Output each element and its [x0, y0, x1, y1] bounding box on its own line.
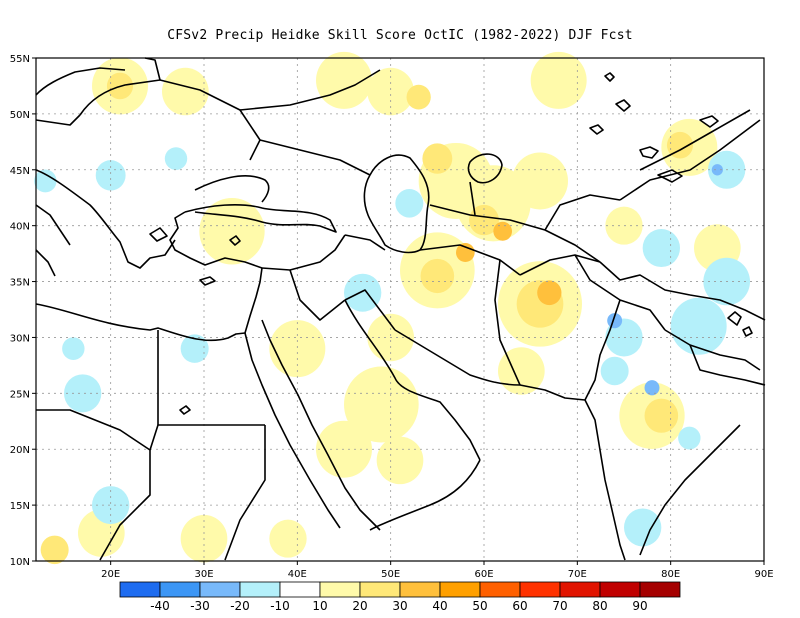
- skill-patch-39: [395, 189, 424, 218]
- colorbar-swatch: [119, 581, 161, 598]
- skill-patch-43: [642, 229, 680, 268]
- lon-tick-label: 20E: [101, 569, 120, 580]
- skill-patch-17: [420, 258, 455, 294]
- map-title: CFSv2 Precip Heidke Skill Score OctIC (1…: [167, 28, 633, 43]
- skill-patch-36: [95, 160, 126, 191]
- colorbar-label: -20: [230, 599, 250, 613]
- skill-patch-49: [92, 486, 130, 525]
- skill-patch-45: [600, 356, 629, 386]
- skill-patch-2: [162, 67, 209, 116]
- colorbar-swatch: [199, 581, 241, 598]
- lat-tick-label: 30N: [10, 333, 30, 344]
- skill-patch-4: [367, 67, 414, 116]
- skill-patch-37: [164, 147, 188, 171]
- lat-tick-label: 25N: [10, 389, 30, 400]
- skill-patch-29: [40, 535, 69, 565]
- skill-patch-32: [269, 320, 326, 378]
- skill-patch-15: [199, 198, 265, 265]
- colorbar-swatch: [319, 581, 361, 598]
- skill-patch-31: [269, 519, 307, 558]
- skill-patch-8: [666, 131, 694, 159]
- lon-tick-label: 80E: [661, 569, 680, 580]
- colorbar-label: -10: [270, 599, 290, 613]
- lon-tick-label: 60E: [474, 569, 493, 580]
- skill-patch-14: [512, 152, 568, 210]
- skill-patch-40: [344, 273, 382, 312]
- colorbar-label: 10: [312, 599, 327, 613]
- colorbar-label: -30: [190, 599, 210, 613]
- skill-patch-53: [607, 313, 623, 329]
- skill-patch-27: [644, 398, 679, 433]
- colorbar-label: 50: [472, 599, 487, 613]
- skill-patch-13: [493, 221, 512, 241]
- lon-tick-label: 50E: [381, 569, 400, 580]
- skill-patch-41: [670, 297, 727, 355]
- skill-patch-18: [456, 242, 475, 262]
- lat-tick-label: 50N: [10, 110, 30, 121]
- skill-patch-38: [34, 169, 57, 193]
- colorbar-swatch: [639, 581, 681, 598]
- colorbar-swatch: [279, 581, 321, 598]
- colorbar-label: -40: [150, 599, 170, 613]
- skill-patch-47: [62, 337, 85, 361]
- colorbar-label: 30: [392, 599, 407, 613]
- skill-patch-50: [624, 508, 662, 547]
- colorbar-swatch: [359, 581, 401, 598]
- skill-patch-5: [406, 84, 431, 110]
- gridlines: [36, 58, 764, 561]
- lon-tick-label: 30E: [194, 569, 213, 580]
- colorbar-swatch: [439, 581, 481, 598]
- colorbar-swatch: [239, 581, 281, 598]
- colorbar-swatch: [599, 581, 641, 598]
- skill-patch-55: [711, 164, 723, 176]
- skill-patch-22: [497, 347, 545, 395]
- lat-tick-label: 55N: [10, 54, 30, 65]
- skill-patch-6: [530, 51, 587, 109]
- lat-tick-label: 40N: [10, 222, 30, 233]
- skill-patch-11: [422, 143, 453, 174]
- axis-labels: 20E 30E 40E 50E 60E 70E 80E 90E 10N 15N 20N 25N 30N 3…: [10, 54, 774, 580]
- skill-patch-48: [180, 334, 209, 363]
- skill-patch-25: [376, 436, 424, 485]
- skill-patch-54: [644, 380, 660, 396]
- colorbar-swatch: [399, 581, 441, 598]
- colorbar-label: 80: [592, 599, 607, 613]
- skill-patch-46: [64, 374, 102, 413]
- lat-tick-label: 15N: [10, 501, 30, 512]
- coastlines-and-borders: [35, 57, 766, 561]
- colorbar-swatch: [159, 581, 201, 598]
- lon-tick-label: 70E: [568, 569, 587, 580]
- colorbar-swatch: [519, 581, 561, 598]
- skill-patch-51: [678, 426, 701, 450]
- lat-tick-label: 10N: [10, 557, 30, 568]
- lat-tick-label: 35N: [10, 278, 30, 289]
- plot-frame: [35, 57, 765, 562]
- colorbar-label: 40: [432, 599, 447, 613]
- lon-tick-label: 40E: [288, 569, 307, 580]
- colorbar: -40 -30 -20 -10 10 20 30 40 50 60 70 80 90: [119, 581, 681, 613]
- colorbar-label: 90: [632, 599, 647, 613]
- lat-tick-label: 45N: [10, 166, 30, 177]
- colorbar-swatch: [479, 581, 521, 598]
- lat-tick-label: 20N: [10, 445, 30, 456]
- colorbar-label: 20: [352, 599, 367, 613]
- colorbar-label: 70: [552, 599, 567, 613]
- lon-tick-label: 90E: [754, 569, 773, 580]
- colorbar-swatch: [559, 581, 601, 598]
- colorbar-label: 60: [512, 599, 527, 613]
- skill-patch-21: [537, 280, 562, 306]
